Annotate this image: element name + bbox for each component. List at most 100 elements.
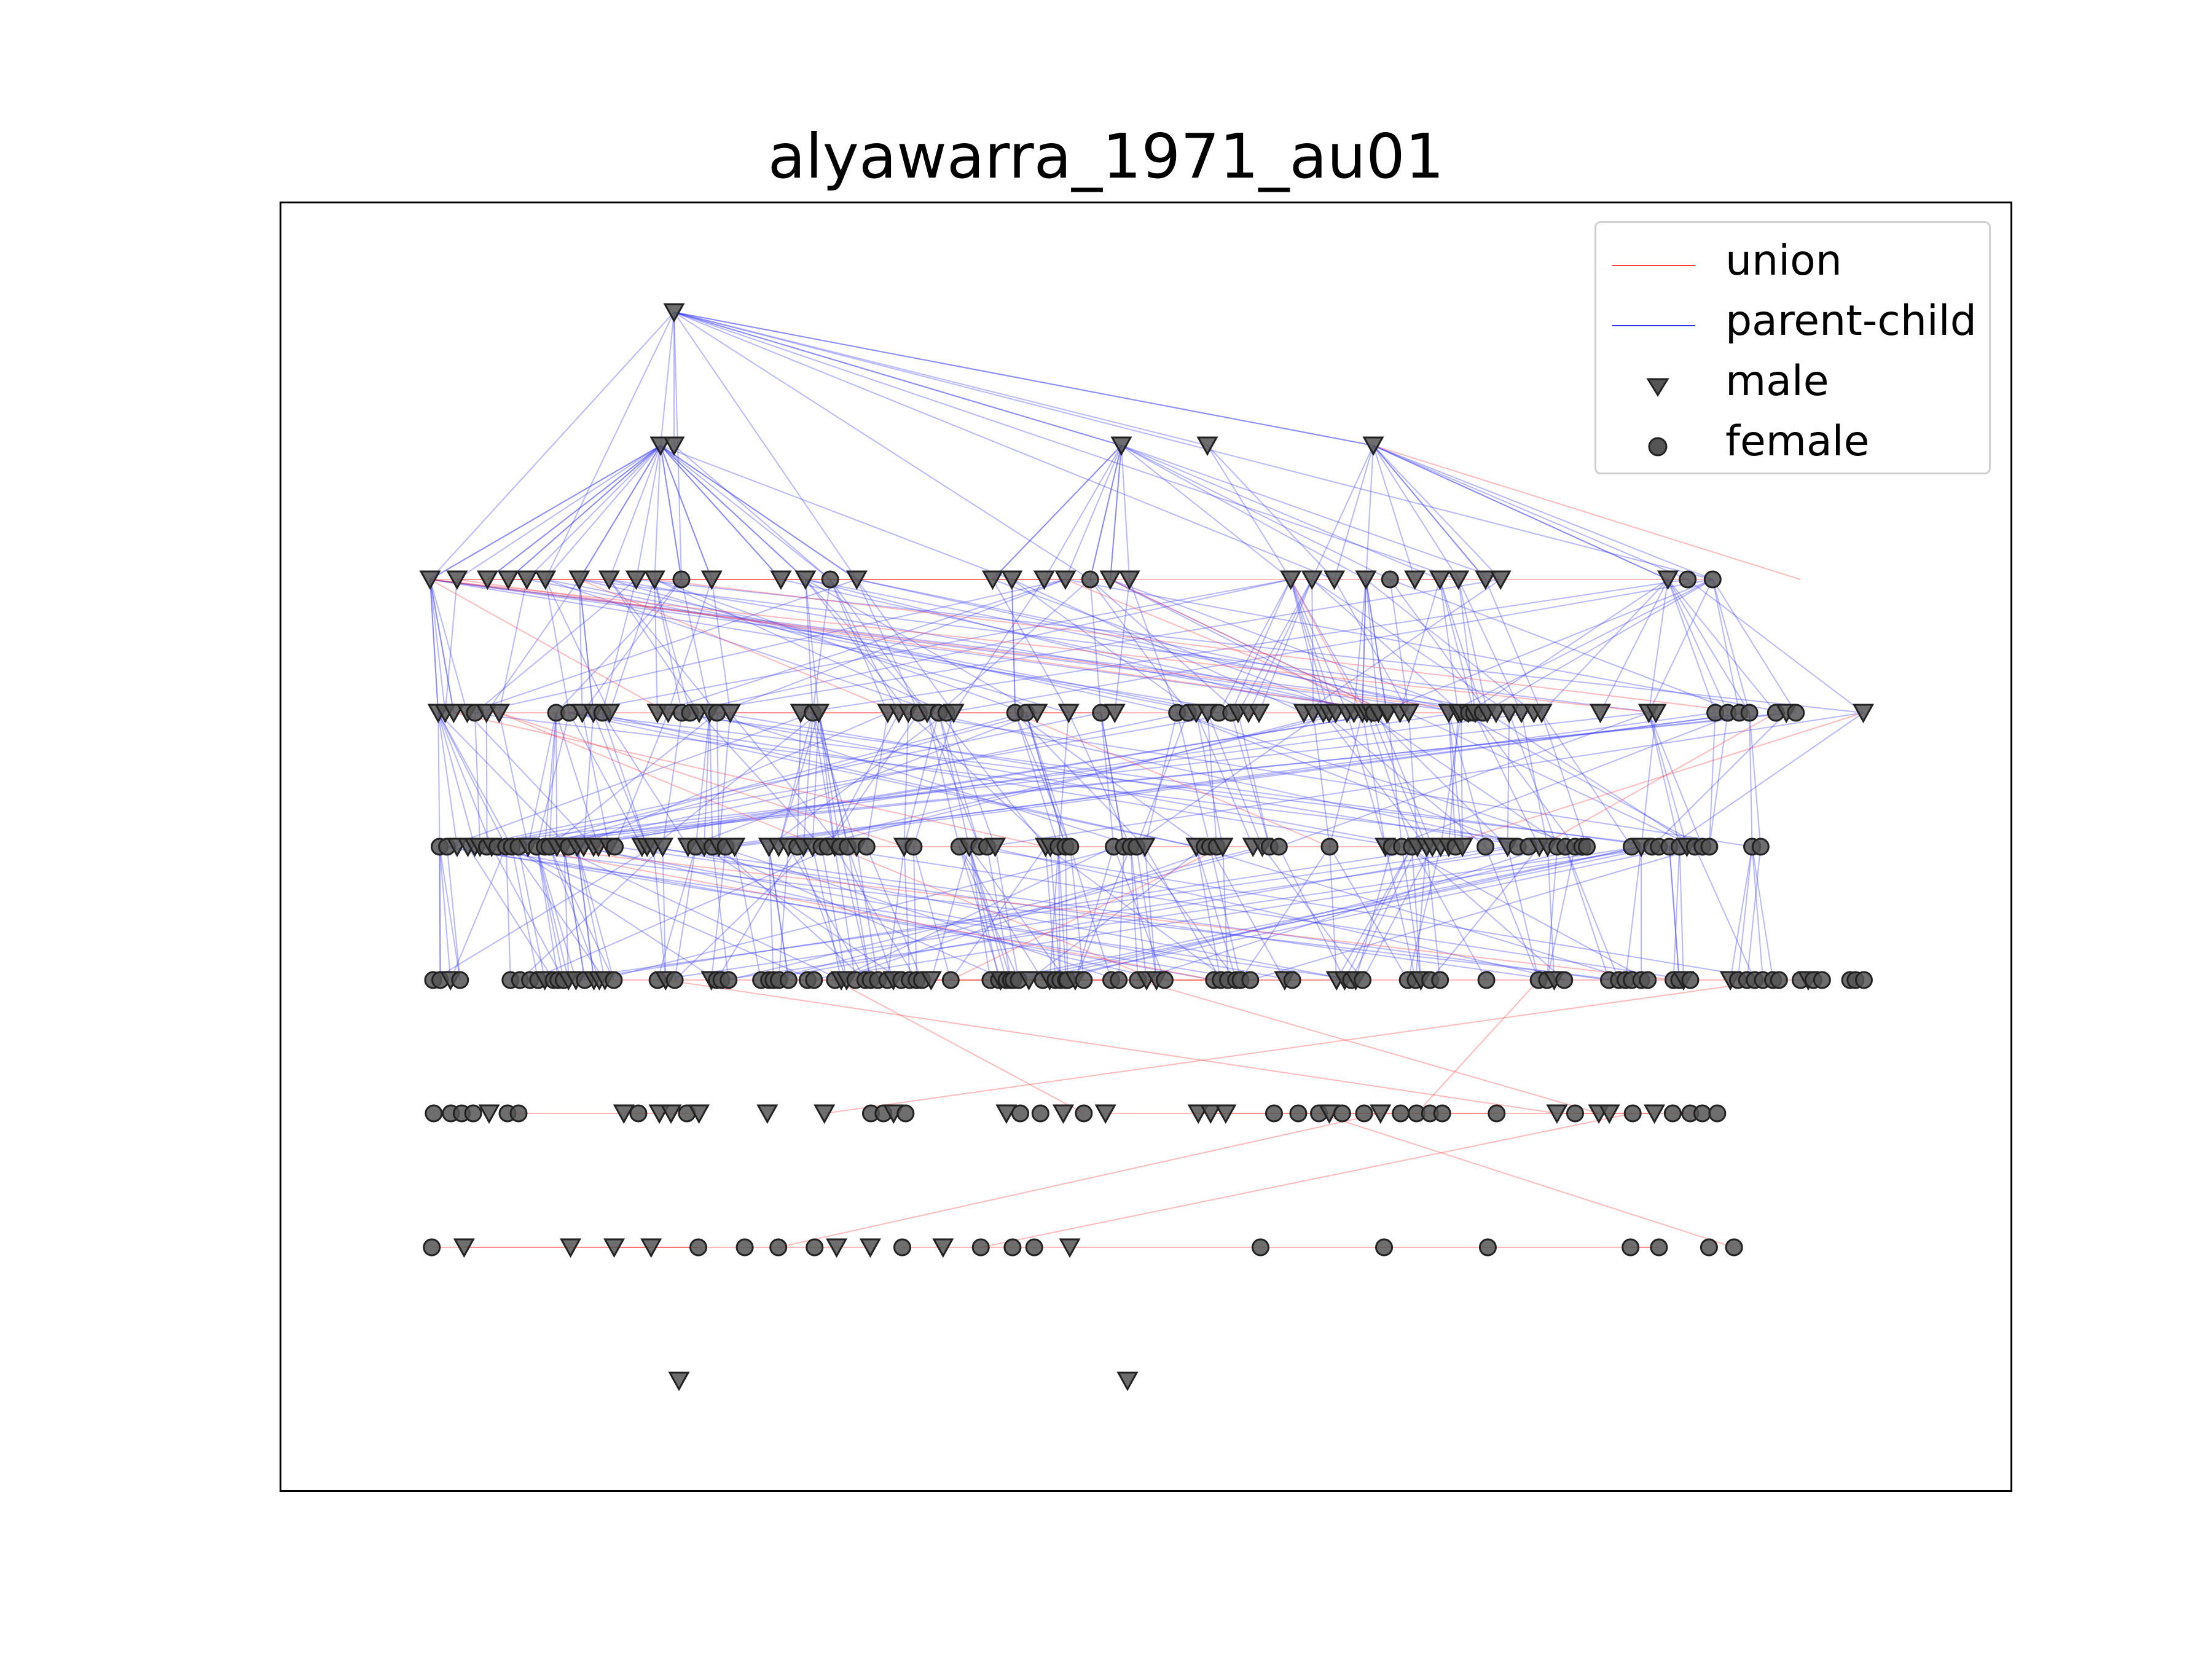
female-node <box>1251 1238 1269 1257</box>
union-edge <box>1014 712 1330 847</box>
parent-child-edge <box>467 712 1575 847</box>
parent-child-edge <box>1043 445 1122 580</box>
female-node <box>1283 971 1301 989</box>
union-edge <box>1539 712 1776 847</box>
parent-child-edge <box>1209 846 1285 981</box>
parent-child-edge <box>1351 846 1418 981</box>
male-node <box>1059 1238 1081 1258</box>
parent-child-edge <box>680 579 710 713</box>
parent-child-edge <box>429 579 439 713</box>
parent-child-edge <box>1261 846 1363 981</box>
parent-child-edge <box>1089 579 1189 713</box>
parent-child-edge <box>780 579 1375 713</box>
parent-child-edge <box>497 712 1787 847</box>
male-node <box>1215 1104 1237 1124</box>
legend-label-male: male <box>1725 357 1829 406</box>
parent-child-edge <box>1195 712 1224 847</box>
parent-child-edge <box>614 712 669 847</box>
legend: union parent-child male female <box>1594 221 1991 474</box>
union-edge <box>981 1113 1633 1248</box>
female-node <box>1110 971 1128 989</box>
union-edge <box>579 579 900 713</box>
parent-child-edge <box>857 579 1459 713</box>
parent-child-edge <box>834 846 1115 981</box>
parent-child-edge <box>668 712 1659 847</box>
parent-child-edge <box>544 579 610 713</box>
parent-child-edge <box>968 846 991 981</box>
parent-child-edge <box>577 846 1293 981</box>
parent-child-edge <box>1278 846 1346 981</box>
parent-child-edge <box>827 712 920 847</box>
parent-child-edge <box>1373 445 1501 580</box>
parent-child-edge <box>437 712 441 847</box>
female-node <box>451 971 469 989</box>
parent-child-edge <box>1541 579 1669 713</box>
parent-child-edge <box>579 579 1657 713</box>
parent-child-edge <box>1378 579 1713 713</box>
union-edge <box>950 846 1223 981</box>
parent-child-edge <box>1222 846 1229 981</box>
female-node <box>1025 1238 1043 1257</box>
parent-child-edge <box>673 312 1122 446</box>
female-node <box>806 1238 824 1257</box>
female-node <box>1075 971 1093 989</box>
female-node <box>1787 704 1805 722</box>
parent-child-edge <box>987 712 1864 847</box>
parent-child-edge <box>1114 579 1131 713</box>
parent-child-edge <box>1521 712 1548 847</box>
parent-child-edge <box>439 846 441 981</box>
parent-child-edge <box>511 846 539 981</box>
union-edge <box>528 846 1674 981</box>
male-node <box>535 570 557 590</box>
parent-child-edge <box>1648 712 1681 847</box>
parent-child-edge <box>1439 579 1484 713</box>
female-node <box>1703 570 1722 589</box>
male-node <box>845 570 868 590</box>
parent-child-edge <box>1100 712 1125 847</box>
parent-child-edge <box>1074 846 1115 981</box>
parent-child-edge <box>1121 445 1440 580</box>
parent-child-edge <box>517 846 546 981</box>
parent-child-edge <box>695 712 710 847</box>
parent-child-edge <box>563 846 586 981</box>
parent-child-edge <box>1373 445 1688 580</box>
parent-child-edge <box>903 712 939 847</box>
parent-child-edge <box>1473 712 1540 847</box>
parent-child-edge <box>1014 712 1059 847</box>
parent-child-edge <box>1311 579 1510 713</box>
parent-child-edge <box>689 579 1501 713</box>
female-node <box>769 1238 788 1257</box>
parent-child-edge <box>673 312 1122 446</box>
parent-child-edge <box>1414 846 1427 981</box>
male-node <box>1116 1371 1139 1392</box>
parent-child-edge <box>1130 846 1148 981</box>
parent-child-edge <box>608 579 718 713</box>
female-node <box>425 1104 443 1123</box>
parent-child-edge <box>439 846 1356 981</box>
parent-child-edge <box>1137 846 1548 981</box>
male-node <box>478 1104 500 1124</box>
male-node <box>1429 570 1451 590</box>
parent-child-edge <box>429 579 455 713</box>
parent-child-edge <box>1353 579 1367 713</box>
parent-child-edge <box>578 579 594 713</box>
parent-child-edge <box>818 712 849 847</box>
parent-child-edge <box>544 712 1188 847</box>
male-node <box>1301 570 1323 590</box>
parent-child-edge <box>1110 579 1389 713</box>
parent-child-edge <box>953 579 1045 713</box>
parent-child-edge <box>805 579 909 713</box>
parent-child-edge <box>1407 846 1441 981</box>
parent-child-edge <box>1457 579 1522 713</box>
male-node <box>1212 837 1234 858</box>
parent-child-edge <box>657 846 697 981</box>
parent-child-edge <box>654 579 683 713</box>
male-node <box>982 570 1004 590</box>
parent-child-edge <box>569 712 1197 847</box>
female-node <box>1092 704 1110 722</box>
parent-child-edge <box>480 846 1619 981</box>
female-node <box>1355 1104 1373 1123</box>
male-node <box>1448 570 1470 590</box>
male-node <box>1118 570 1140 590</box>
parent-child-edge <box>1135 846 1158 981</box>
